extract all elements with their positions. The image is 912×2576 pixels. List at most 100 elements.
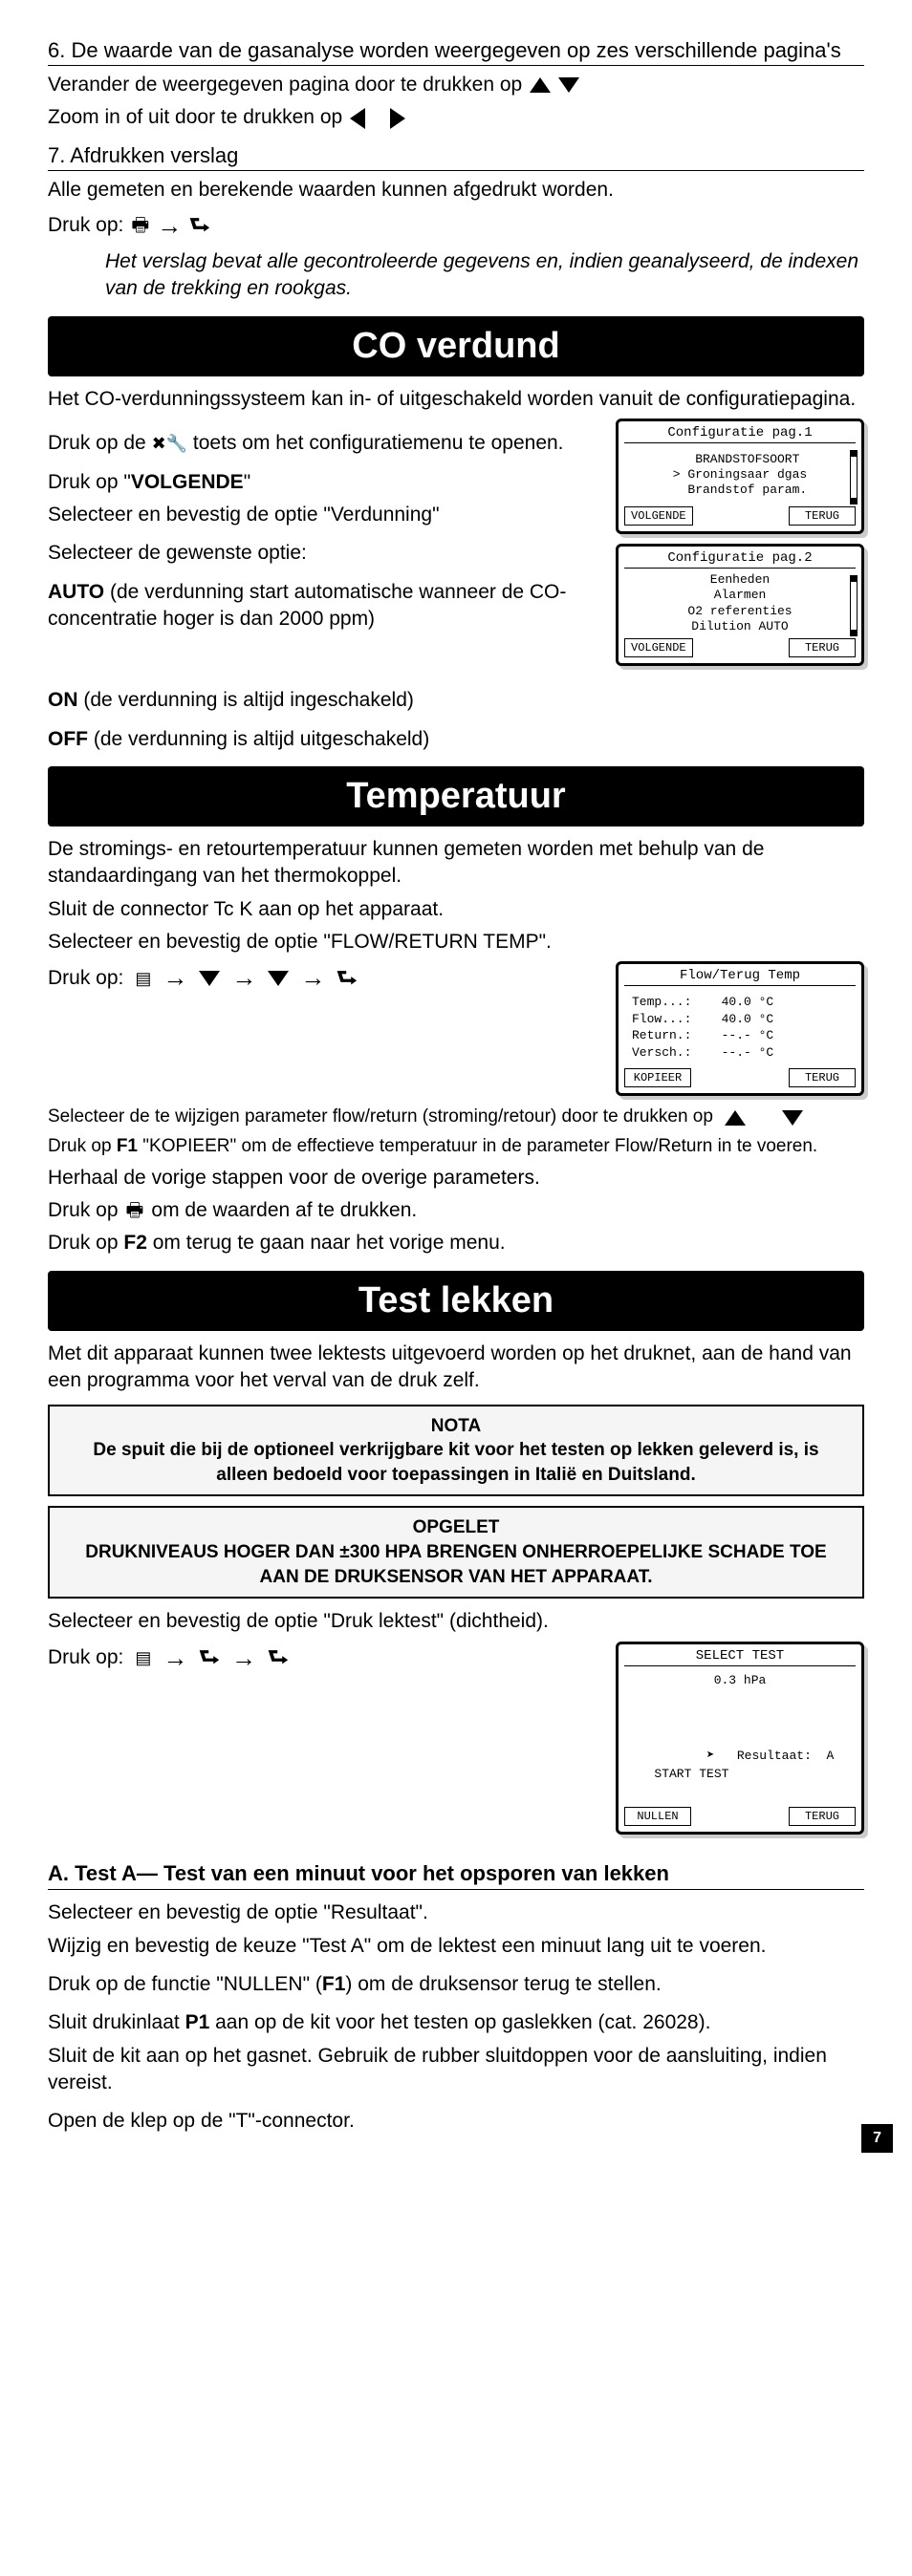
triangle-down-icon — [782, 1110, 803, 1126]
testA-p3: Druk op de functie "NULLEN" (F1) om de d… — [48, 1971, 864, 1998]
enter-icon: ⮐ — [199, 1642, 220, 1673]
testA-p4a: Sluit drukinlaat — [48, 2011, 185, 2033]
testA-p5: Sluit de kit aan op het gasnet. Gebruik … — [48, 2043, 864, 2097]
lcd2-body: Eenheden Alarmen O2 referenties Dilution… — [624, 572, 856, 634]
temp-p7: Herhaal de vorige stappen voor de overig… — [48, 1165, 864, 1191]
temp-p9: Druk op F2 om terug te gaan naar het vor… — [48, 1230, 864, 1256]
leak-p1: Met dit apparaat kunnen twee lektests ui… — [48, 1341, 864, 1395]
lcd-flowtemp: Flow/Terug Temp Temp...: 40.0 °C Flow...… — [616, 961, 864, 1096]
triangle-up-icon — [725, 1110, 746, 1126]
arrow-right-icon: → — [163, 1642, 187, 1675]
nota-box: NOTA De spuit die bij de optioneel verkr… — [48, 1405, 864, 1497]
scrollbar-icon — [850, 575, 858, 636]
step7-heading: 7. Afdrukken verslag — [48, 143, 864, 171]
lcd4-body-wrap: ➤ Resultaat: A START TEST — [624, 1728, 856, 1804]
co-on-b: (de verdunning is altijd ingeschakeld) — [78, 689, 414, 711]
scrollbar-icon — [850, 450, 858, 504]
testA-p2: Wijzig en bevestig de keuze "Test A" om … — [48, 1933, 864, 1960]
menu-icon: ▤ — [135, 1646, 151, 1669]
temp-p3: Selecteer en bevestig de optie "FLOW/RET… — [48, 929, 864, 955]
triangle-down-icon — [199, 971, 220, 986]
lcd1-btn-right[interactable]: TERUG — [789, 506, 856, 526]
enter-icon: ⮐ — [268, 1642, 289, 1673]
opg-body: DRUKNIVEAUS HOGER DAN ±300 HPA BRENGEN O… — [65, 1540, 847, 1589]
lcd2-btn-left[interactable]: VOLGENDE — [624, 638, 693, 657]
lcd2-title: Configuratie pag.2 — [624, 550, 856, 569]
triangle-down-icon — [268, 971, 289, 986]
lcd4-line: 0.3 hPa — [624, 1670, 856, 1728]
arrow-right-icon: → — [163, 961, 187, 995]
temp-p4: Druk op: — [48, 965, 123, 992]
enter-icon: ⮐ — [189, 210, 210, 241]
step6-line1: Verander de weergegeven pagina door te d… — [48, 72, 864, 98]
temp-p8a: Druk op — [48, 1197, 119, 1224]
triangle-down-icon — [558, 77, 579, 93]
printer-icon: 🖶 — [131, 213, 149, 239]
lcd4-btn-left[interactable]: NULLEN — [624, 1807, 691, 1826]
leak-p2: Selecteer en bevestig de optie "Druk lek… — [48, 1608, 864, 1635]
testA-p4c: aan op de kit voor het testen op gaslekk… — [209, 2011, 710, 2033]
temp-p8b: om de waarden af te drukken. — [151, 1197, 417, 1224]
step7-note: Het verslag bevat alle gecontroleerde ge… — [48, 248, 864, 303]
enter-icon: ⮐ — [337, 963, 358, 994]
co-p2: Druk op de ✖🔧 toets om het configuratiem… — [48, 430, 597, 457]
lcd1-body: BRANDSTOFSOORT > Groningsaar dgas Brands… — [624, 447, 856, 503]
temp-p8-row: Druk op 🖶 om de waarden af te drukken. — [48, 1197, 864, 1224]
co-p3: Druk op " — [48, 471, 131, 493]
testA-p4: Sluit drukinlaat P1 aan op de kit voor h… — [48, 2009, 864, 2036]
nota-title: NOTA — [65, 1414, 847, 1439]
printer-icon: 🖶 — [126, 1198, 144, 1224]
step6-line1-text: Verander de weergegeven pagina door te d… — [48, 72, 522, 98]
testA-heading: A. Test A— Test van een minuut voor het … — [48, 1861, 864, 1890]
lcd-select-test: SELECT TEST 0.3 hPa ➤ Resultaat: A START… — [616, 1642, 864, 1835]
temp-p9b: F2 — [123, 1232, 147, 1254]
co-auto: AUTO (de verdunning start automatische w… — [48, 579, 597, 633]
temp-p5: Selecteer de te wijzigen parameter flow/… — [48, 1106, 713, 1129]
lcd-config1: Configuratie pag.1 BRANDSTOFSOORT > Gron… — [616, 419, 864, 534]
testA-p4b: P1 — [185, 2011, 210, 2033]
testA-p3b: F1 — [322, 1973, 346, 1995]
step6-line2: Zoom in of uit door te drukken op — [48, 104, 864, 131]
lcd1-title: Configuratie pag.1 — [624, 425, 856, 443]
leak-p3-row: Druk op: ▤ → ⮐ → ⮐ — [48, 1642, 597, 1675]
co-auto-a: AUTO — [48, 581, 104, 603]
nota-body: De spuit die bij de optioneel verkrijgba… — [65, 1438, 847, 1487]
temp-p5-row: Selecteer de te wijzigen parameter flow/… — [48, 1106, 864, 1129]
step7-line2: Druk op: 🖶 → ⮐ — [48, 209, 864, 243]
leak-banner: Test lekken — [48, 1271, 864, 1331]
opgelet-box: OPGELET DRUKNIVEAUS HOGER DAN ±300 HPA B… — [48, 1506, 864, 1599]
lcd4-body: Resultaat: A START TEST — [632, 1749, 834, 1781]
testA-p3c: ) om de druksensor terug te stellen. — [345, 1973, 661, 1995]
lcd-config2: Configuratie pag.2 Eenheden Alarmen O2 r… — [616, 544, 864, 666]
page-number: 7 — [861, 2124, 893, 2153]
co-p4: Selecteer en bevestig de optie "Verdunni… — [48, 502, 597, 528]
temp-p6a: Druk op — [48, 1136, 117, 1156]
arrow-right-icon: → — [231, 961, 256, 995]
co-p5: Selecteer de gewenste optie: — [48, 540, 597, 567]
co-on-a: ON — [48, 689, 78, 711]
co-p2b: toets om het configuratiemenu te openen. — [193, 432, 564, 454]
co-off-b: (de verdunning is altijd uitgeschakeld) — [88, 728, 429, 750]
co-p3b: VOLGENDE — [131, 471, 244, 493]
lcd2-btn-right[interactable]: TERUG — [789, 638, 856, 657]
testA-p3a: Druk op de functie "NULLEN" ( — [48, 1973, 322, 1995]
temp-p4-row: Druk op: ▤ → → → ⮐ — [48, 961, 597, 995]
lcd3-btn-right[interactable]: TERUG — [789, 1068, 856, 1087]
lcd3-body: Temp...: 40.0 °C Flow...: 40.0 °C Return… — [624, 990, 856, 1064]
step6-line2-text: Zoom in of uit door te drukken op — [48, 104, 342, 131]
co-off: OFF (de verdunning is altijd uitgeschake… — [48, 726, 864, 753]
leak-p3: Druk op: — [48, 1644, 123, 1671]
co-banner: CO verdund — [48, 316, 864, 376]
temp-p2: Sluit de connector Tc K aan op het appar… — [48, 896, 864, 923]
step7-drukop: Druk op: — [48, 212, 123, 239]
lcd4-btn-right[interactable]: TERUG — [789, 1807, 856, 1826]
temp-p9c: om terug te gaan naar het vorige menu. — [147, 1232, 506, 1254]
lcd1-btn-left[interactable]: VOLGENDE — [624, 506, 693, 526]
co-on: ON (de verdunning is altijd ingeschakeld… — [48, 687, 864, 714]
lcd3-title: Flow/Terug Temp — [624, 968, 856, 986]
tools-icon: ✖🔧 — [152, 432, 188, 455]
co-p3-row: Druk op "VOLGENDE" — [48, 469, 597, 496]
lcd3-btn-left[interactable]: KOPIEER — [624, 1068, 691, 1087]
triangle-right-icon — [390, 108, 405, 129]
co-auto-b: (de verdunning start automatische wannee… — [48, 581, 566, 630]
